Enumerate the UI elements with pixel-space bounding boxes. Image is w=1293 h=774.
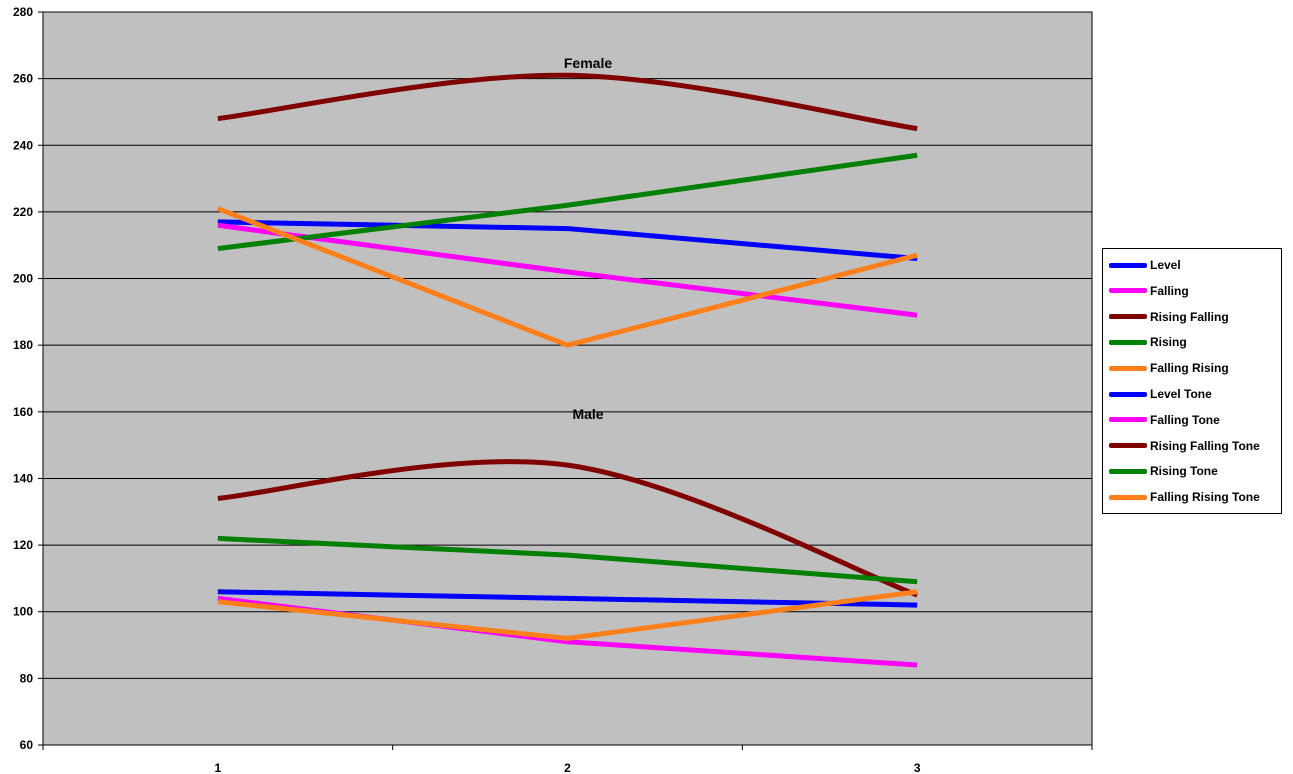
legend-item-level: Level [1109,255,1181,275]
y-tick-label: 220 [13,205,33,219]
legend-swatch [1109,443,1147,449]
y-tick-label: 140 [13,471,33,485]
legend-swatch [1109,339,1147,345]
legend-swatch [1109,417,1147,423]
annotation-male: Male [572,406,603,422]
x-tick-label: 1 [214,761,221,774]
legend-label: Level [1150,258,1181,272]
legend-label: Falling Rising [1150,361,1229,376]
y-tick-label: 280 [13,5,33,19]
y-tick-label: 200 [13,272,33,286]
y-tick-label: 60 [20,738,34,752]
series-line-rising-falling-tone [217,459,919,598]
series-lines [216,72,919,668]
y-tick-label: 180 [13,338,33,352]
legend-swatch [1109,288,1147,294]
legend-item-falling-rising: Falling Rising [1109,358,1229,378]
legend-label: Rising Falling [1150,309,1229,324]
y-axis: 60 80 100 120 140 160 180 200 220 240 260 280 [13,5,43,752]
legend-item-rising: Rising [1109,332,1187,352]
legend-label: Falling Tone [1150,412,1220,427]
legend-item-falling-tone: Falling Tone [1109,410,1220,430]
legend-label: Falling [1150,283,1189,298]
legend-item-level-tone: Level Tone [1109,384,1212,404]
legend-swatch [1109,391,1147,397]
legend-swatch [1109,494,1147,500]
legend-item-rising-falling: Rising Falling [1109,307,1229,327]
y-tick-label: 80 [20,671,34,685]
legend-item-rising-tone: Rising Tone [1109,461,1218,481]
plot-area [42,11,1093,746]
legend-label: Rising Falling Tone [1150,438,1260,453]
legend: Level Falling Rising Falling Rising Falling … [1102,248,1282,514]
x-tick-label: 2 [564,761,571,774]
legend-label: Rising [1150,335,1187,350]
legend-item-rising-falling-tone: Rising Falling Tone [1109,436,1260,456]
x-tick-label: 3 [914,761,921,774]
y-tick-label: 100 [13,605,33,619]
x-axis: 1 2 3 [42,745,1093,774]
y-tick-label: 120 [13,538,33,552]
legend-item-falling: Falling [1109,281,1189,301]
legend-swatch [1109,365,1147,371]
y-tick-label: 260 [13,72,33,86]
legend-label: Level Tone [1150,387,1212,401]
y-tick-label: 240 [13,138,33,152]
legend-item-falling-rising-tone: Falling Rising Tone [1109,487,1260,507]
legend-label: Rising Tone [1150,464,1218,479]
legend-label: Falling Rising Tone [1150,490,1260,505]
y-tick-label: 160 [13,405,33,419]
legend-swatch [1109,262,1147,268]
legend-swatch [1109,468,1147,474]
legend-swatch [1109,314,1147,320]
annotation-female: Female [564,55,612,71]
